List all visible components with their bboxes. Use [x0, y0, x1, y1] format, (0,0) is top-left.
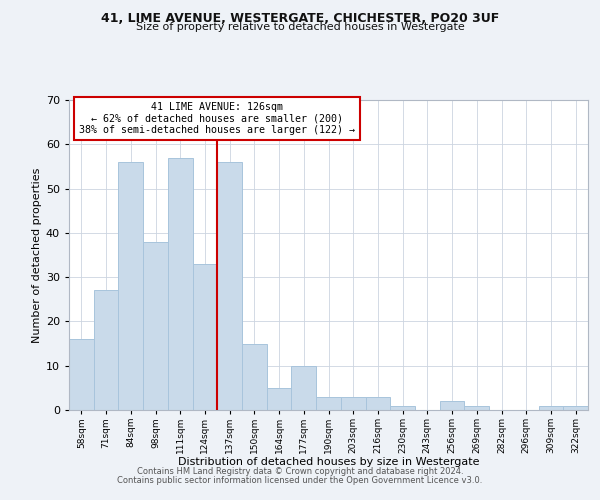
Bar [217, 162, 242, 410]
Bar [193, 264, 217, 410]
Bar [242, 344, 267, 410]
Y-axis label: Number of detached properties: Number of detached properties [32, 168, 41, 342]
Bar [168, 158, 193, 410]
Bar [539, 406, 563, 410]
Bar [292, 366, 316, 410]
Bar [118, 162, 143, 410]
Bar [316, 396, 341, 410]
Text: Size of property relative to detached houses in Westergate: Size of property relative to detached ho… [136, 22, 464, 32]
Text: Contains public sector information licensed under the Open Government Licence v3: Contains public sector information licen… [118, 476, 482, 485]
Bar [440, 401, 464, 410]
Bar [563, 406, 588, 410]
Text: 41 LIME AVENUE: 126sqm
← 62% of detached houses are smaller (200)
38% of semi-de: 41 LIME AVENUE: 126sqm ← 62% of detached… [79, 102, 355, 134]
Bar [94, 290, 118, 410]
Bar [464, 406, 489, 410]
Text: 41, LIME AVENUE, WESTERGATE, CHICHESTER, PO20 3UF: 41, LIME AVENUE, WESTERGATE, CHICHESTER,… [101, 12, 499, 26]
Text: Contains HM Land Registry data © Crown copyright and database right 2024.: Contains HM Land Registry data © Crown c… [137, 467, 463, 476]
Bar [365, 396, 390, 410]
X-axis label: Distribution of detached houses by size in Westergate: Distribution of detached houses by size … [178, 458, 479, 468]
Bar [267, 388, 292, 410]
Bar [69, 339, 94, 410]
Bar [390, 406, 415, 410]
Bar [143, 242, 168, 410]
Bar [341, 396, 365, 410]
